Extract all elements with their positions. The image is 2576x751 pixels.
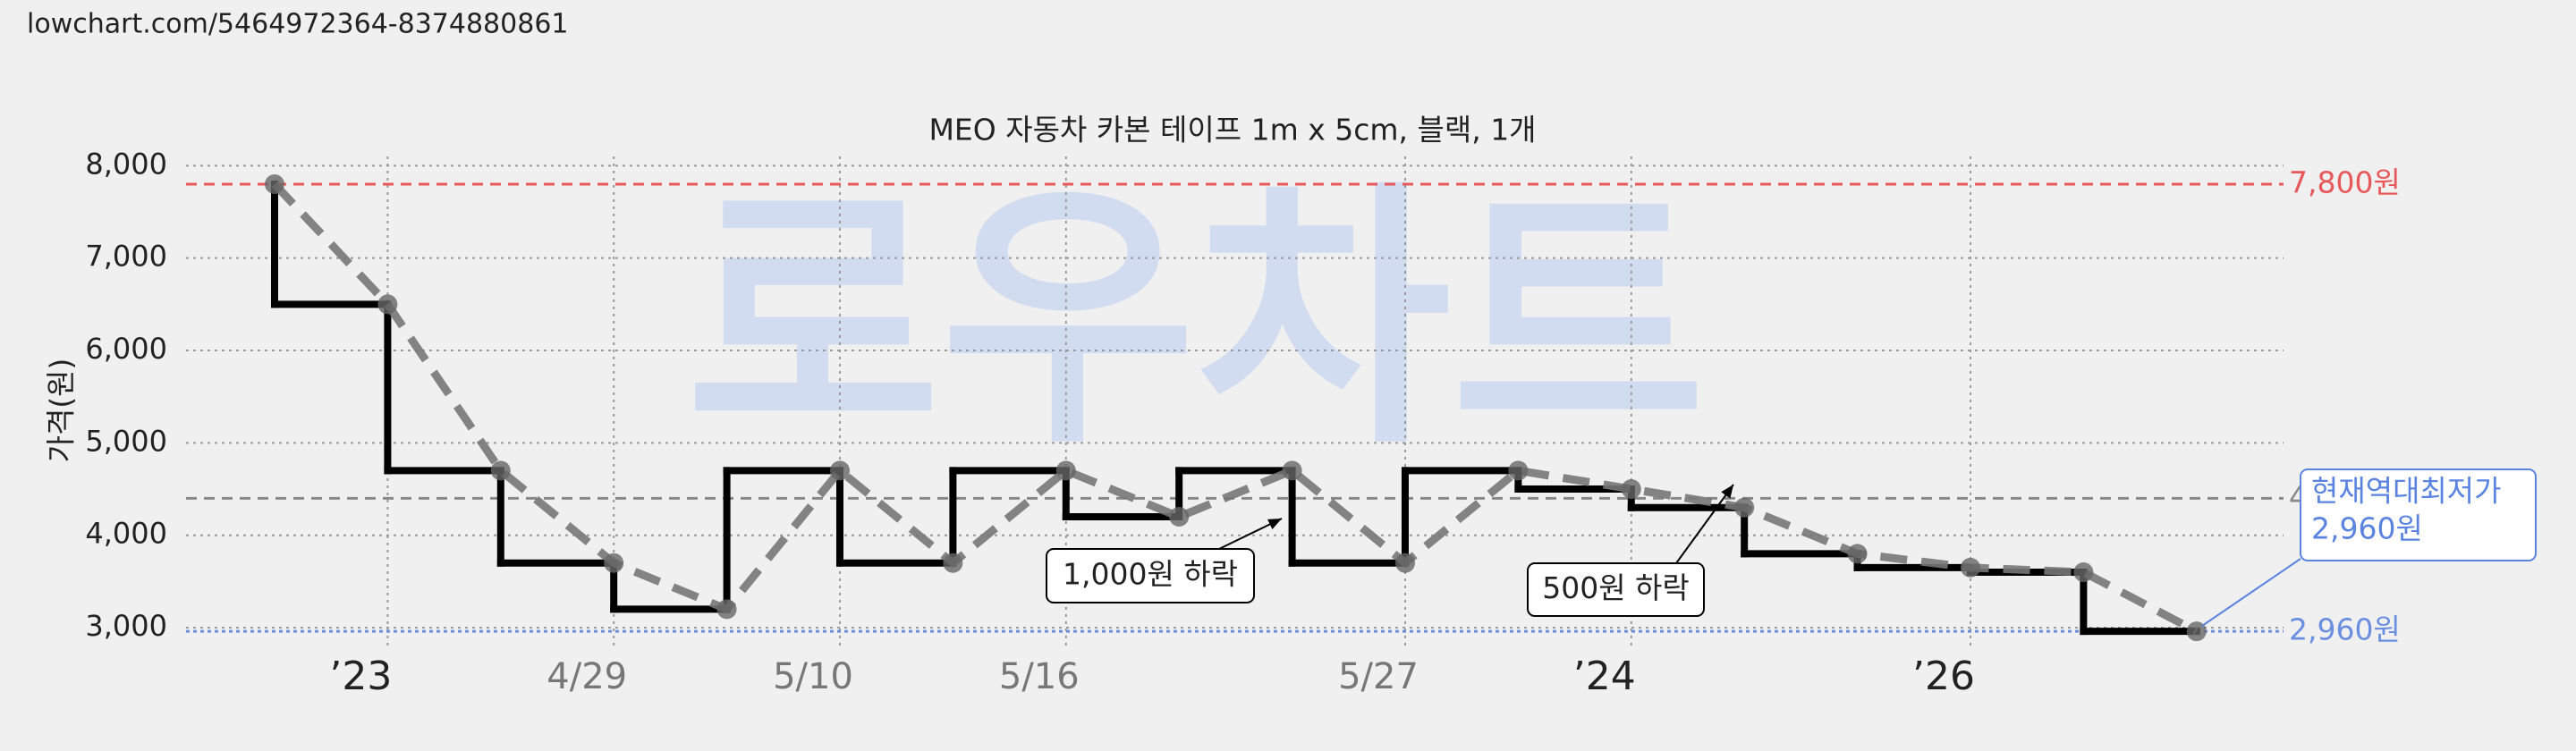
price-point: [830, 460, 850, 481]
price-point: [604, 553, 624, 573]
price-point: [377, 294, 398, 315]
annotation-box: [1527, 562, 1705, 617]
y-tick-label: 5,000: [85, 424, 167, 458]
watermark: 로우차트: [686, 159, 1707, 482]
price-point: [490, 460, 511, 481]
reference-label: 2,960원: [2289, 612, 2401, 647]
price-point: [1621, 479, 1641, 500]
chart-title: MEO 자동차 카본 테이프 1m x 5cm, 블랙, 1개: [928, 113, 1536, 148]
y-tick-label: 3,000: [85, 609, 167, 643]
price-point: [1734, 497, 1755, 518]
price-point: [2073, 562, 2094, 583]
x-tick-label: 4/29: [547, 656, 627, 697]
annotation-text: 500원 하락: [1542, 570, 1690, 605]
price-point: [1169, 507, 1190, 527]
annotation-arrow: [1675, 484, 1734, 564]
annotation-box: [1046, 548, 1255, 603]
x-tick-label: ’23: [329, 654, 392, 699]
x-tick-label: ’26: [1912, 654, 1975, 699]
price-point: [716, 599, 737, 620]
url: lowchart.com/5464972364-8374880861: [27, 9, 569, 40]
y-tick-label: 8,000: [85, 147, 167, 181]
y-tick-label: 7,000: [85, 240, 167, 274]
x-tick-label: ’24: [1573, 654, 1636, 699]
reference-label: 7,800원: [2289, 165, 2401, 200]
y-tick-label: 4,000: [85, 517, 167, 551]
price-point: [1961, 557, 1980, 578]
callout-text: 2,960원: [2311, 511, 2423, 546]
price-point: [1847, 544, 1868, 564]
price-point: [943, 553, 963, 573]
callout-text: 현재역대최저가: [2311, 474, 2502, 509]
x-tick-label: 5/10: [773, 656, 853, 697]
price-point: [1282, 460, 1302, 481]
callout-arrow: [2201, 558, 2301, 627]
arrow-head: [1267, 519, 1282, 530]
callout-box: [2300, 468, 2537, 561]
arrow-head: [1721, 485, 1733, 499]
x-tick-label: 5/16: [999, 656, 1080, 697]
x-tick-label: 5/27: [1338, 656, 1419, 697]
price-point: [1508, 460, 1529, 481]
y-tick-label: 6,000: [85, 332, 167, 366]
y-axis-label: 가격(원): [44, 359, 79, 463]
price-line: [271, 181, 2199, 636]
price-point: [1055, 460, 1076, 481]
price-point: [265, 174, 284, 195]
annotation-text: 1,000원 하락: [1063, 557, 1238, 592]
price-point: [1395, 553, 1415, 573]
price-point: [2186, 621, 2207, 642]
